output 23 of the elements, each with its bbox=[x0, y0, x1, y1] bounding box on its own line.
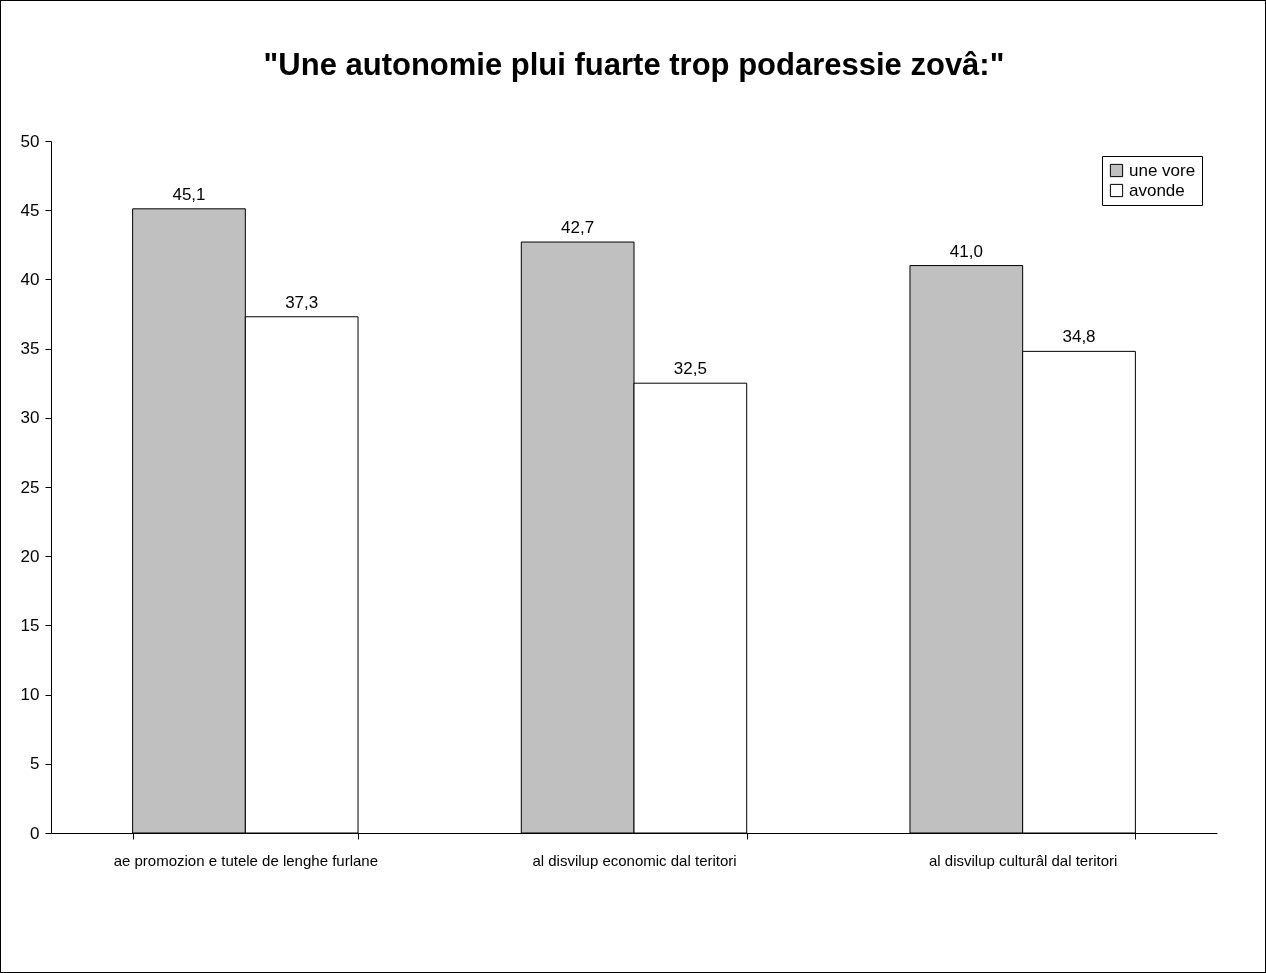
data-label: 45,1 bbox=[172, 184, 206, 204]
y-tick-label: 25 bbox=[20, 477, 40, 497]
y-tick-label: 15 bbox=[20, 615, 40, 635]
legend-label: avonde bbox=[1129, 180, 1185, 200]
y-tick-label: 30 bbox=[20, 408, 40, 428]
legend-label: une vore bbox=[1129, 160, 1196, 180]
x-tick-label: al disvilup culturâl dal teritori bbox=[928, 851, 1118, 869]
x-tick-label: ae promozion e tutele de lenghe furlane bbox=[113, 851, 379, 869]
y-tick-label: 45 bbox=[20, 200, 40, 220]
x-tick-label: al disvilup economic dal teritori bbox=[532, 851, 737, 869]
data-label: 37,3 bbox=[285, 292, 319, 312]
y-tick-label: 0 bbox=[30, 823, 40, 843]
data-label: 41,0 bbox=[949, 241, 983, 261]
y-tick-label: 5 bbox=[30, 754, 40, 774]
y-tick-label: 10 bbox=[20, 685, 40, 705]
data-label: 32,5 bbox=[673, 359, 707, 379]
data-label: 42,7 bbox=[561, 218, 595, 238]
chart-title: "Une autonomie plui fuarte trop podaressie zovâ:" bbox=[263, 47, 1005, 82]
y-tick-label: 50 bbox=[20, 131, 40, 151]
y-tick-label: 40 bbox=[20, 269, 40, 289]
data-label: 34,8 bbox=[1062, 327, 1096, 347]
y-tick-label: 35 bbox=[20, 339, 40, 359]
y-tick-label: 20 bbox=[20, 546, 40, 566]
